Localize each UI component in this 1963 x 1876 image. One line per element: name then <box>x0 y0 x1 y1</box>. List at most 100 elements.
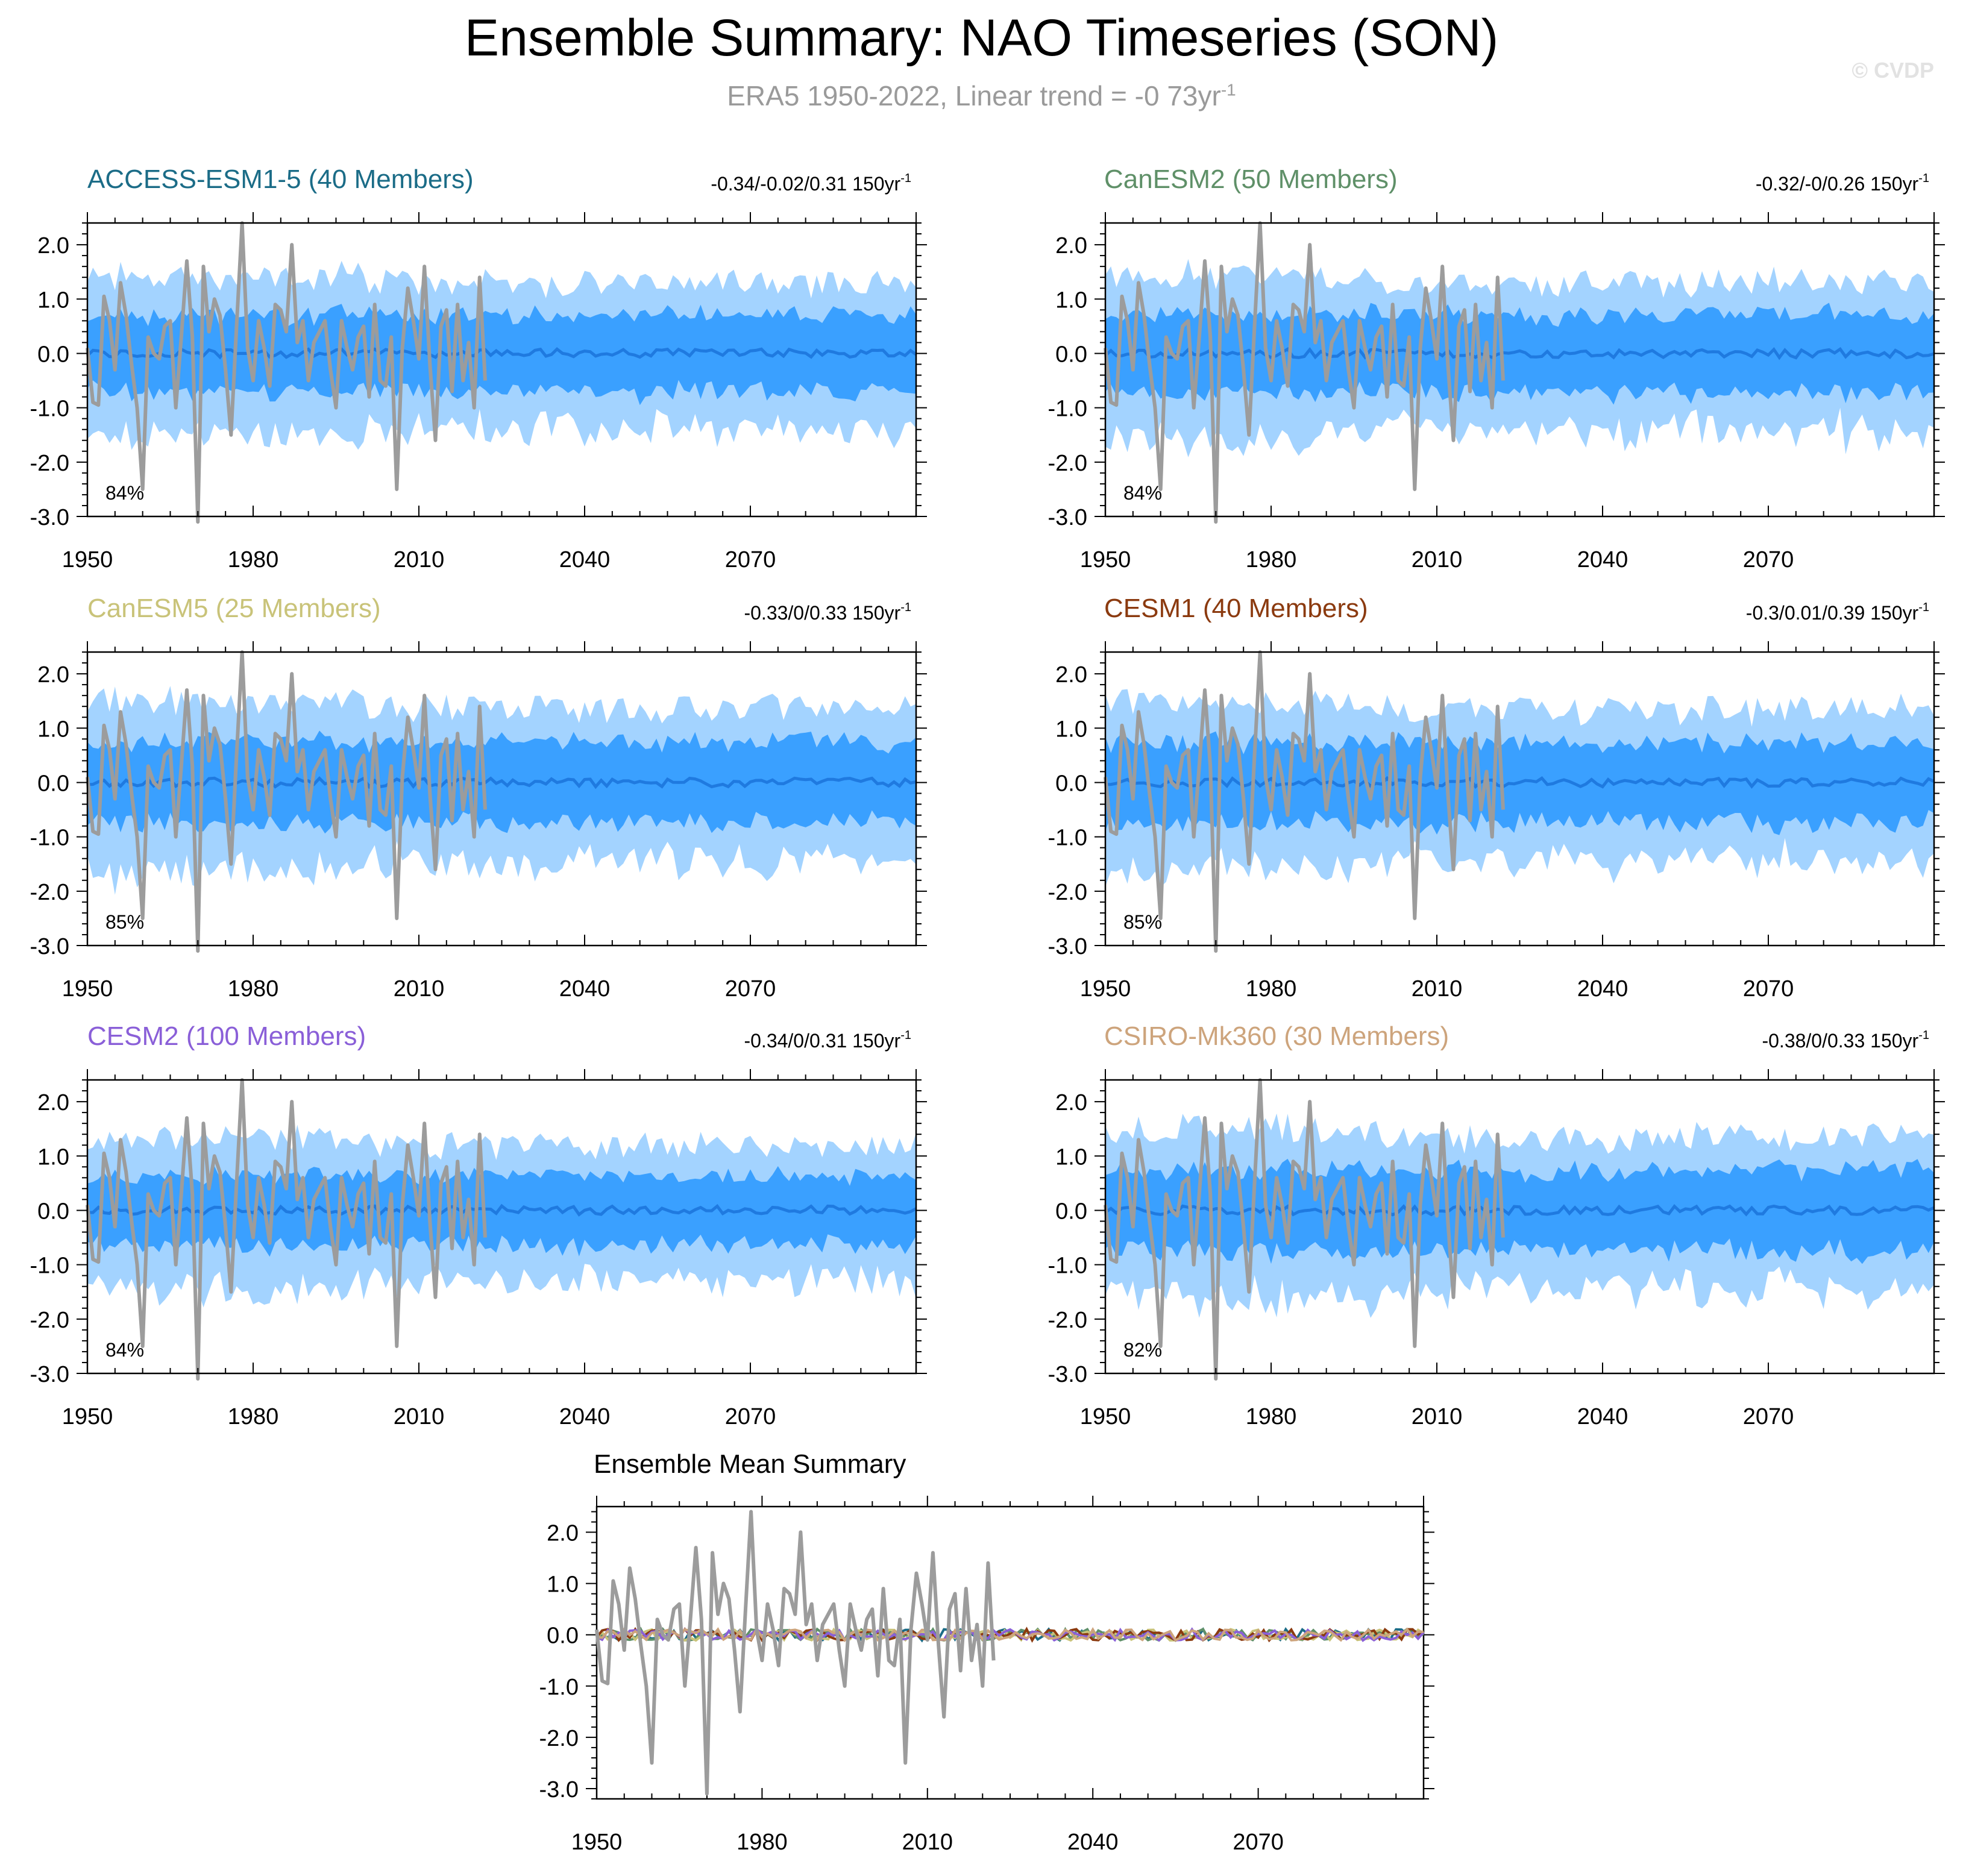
trend-label: -0.34/-0.02/0.31 150yr-1 <box>711 172 911 195</box>
plot-area <box>87 1125 916 1308</box>
plot-area <box>87 260 916 450</box>
x-tick-label: 2070 <box>725 547 776 573</box>
y-tick-label: 1.0 <box>547 1572 579 1598</box>
plot-area <box>1105 1113 1934 1318</box>
y-tick-label: -2.0 <box>30 880 69 905</box>
ensemble-mean-line <box>87 347 916 360</box>
observed-line <box>86 221 487 524</box>
spread-band-inner <box>1105 1158 1934 1264</box>
plot-frame <box>1104 651 1935 947</box>
y-tick-label: -1.0 <box>30 826 69 851</box>
x-tick-label: 2070 <box>1233 1830 1284 1855</box>
x-tick-label: 2070 <box>1743 976 1794 1002</box>
percent-label: 82% <box>1123 1339 1162 1361</box>
plot-frame <box>86 651 917 947</box>
x-tick-label: 2010 <box>902 1830 953 1855</box>
x-tick-label: 2010 <box>394 547 445 573</box>
plot-area <box>87 686 916 895</box>
x-tick-label: 2040 <box>1577 976 1629 1002</box>
y-tick-label: -3.0 <box>1048 505 1087 530</box>
x-tick-label: 1950 <box>571 1830 623 1855</box>
y-tick-label: -1.0 <box>30 397 69 422</box>
plot-frame <box>1104 222 1935 518</box>
y-tick-label: 0.0 <box>1055 1199 1087 1224</box>
observed-line <box>86 1078 487 1381</box>
ensemble-mean-summary-panel: 1950 1980 2010 2040 2070 2.0 1.0 0.0 -1.0 -2.0 -3.… <box>539 1449 1434 1855</box>
y-tick-label: 0.0 <box>1055 771 1087 796</box>
x-tick-label: 2010 <box>394 976 445 1002</box>
y-tick-label: 2.0 <box>37 233 69 259</box>
x-tick-label: 2010 <box>394 1404 445 1429</box>
panel-title: Ensemble Mean Summary <box>594 1449 906 1479</box>
y-tick-label: -3.0 <box>539 1777 579 1802</box>
x-tick-label: 1950 <box>1080 976 1131 1002</box>
x-tick-label: 1980 <box>1246 547 1297 573</box>
axis-ticks <box>77 212 927 517</box>
axis-ticks <box>586 1496 1434 1799</box>
y-tick-label: 1.0 <box>37 717 69 742</box>
x-tick-label: 1950 <box>62 1404 113 1429</box>
percent-label: 84% <box>105 1339 144 1361</box>
y-tick-label: -2.0 <box>1048 1308 1087 1333</box>
x-tick-label: 2070 <box>1743 547 1794 573</box>
plot-area <box>1105 259 1934 457</box>
y-tick-label: -1.0 <box>1048 397 1087 422</box>
trend-label: -0.38/0/0.33 150yr-1 <box>1762 1029 1929 1052</box>
ensemble-mean-line <box>87 1203 916 1217</box>
y-tick-label: 0.0 <box>37 771 69 796</box>
y-tick-label: 0.0 <box>37 1199 69 1224</box>
x-tick-label: 2010 <box>1412 1404 1463 1429</box>
spread-band-inner <box>1105 303 1934 405</box>
y-tick-label: 2.0 <box>37 1090 69 1115</box>
percent-label: 85% <box>1123 911 1162 933</box>
percent-label: 85% <box>105 911 144 933</box>
percent-label: 84% <box>1123 482 1162 504</box>
panel-title: CESM2 (100 Members) <box>87 1021 366 1051</box>
observed-line <box>1104 650 1505 953</box>
plot-frame <box>86 222 917 518</box>
cvdp-watermark: © CVDP <box>1852 58 1934 83</box>
trend-label: -0.33/0/0.33 150yr-1 <box>744 601 911 624</box>
y-tick-label: -3.0 <box>30 1362 69 1387</box>
y-tick-label: 1.0 <box>1055 1144 1087 1170</box>
panel-title: CanESM5 (25 Members) <box>87 594 381 623</box>
x-tick-label: 1980 <box>228 1404 279 1429</box>
panel-title: CSIRO-Mk360 (30 Members) <box>1104 1021 1449 1051</box>
ensemble-panel: 1950 1980 2010 2040 2070 2.0 1.0 0.0 -1.0 -2.0 -3.… <box>30 1021 927 1429</box>
y-tick-label: -2.0 <box>30 1308 69 1333</box>
x-tick-label: 1980 <box>228 547 279 573</box>
spread-band-inner <box>87 1166 916 1257</box>
y-tick-label: 0.0 <box>547 1623 579 1649</box>
y-tick-label: -2.0 <box>1048 451 1087 476</box>
y-tick-label: -3.0 <box>1048 1362 1087 1387</box>
y-tick-label: 2.0 <box>1055 233 1087 259</box>
x-tick-label: 1980 <box>737 1830 788 1855</box>
y-tick-label: 2.0 <box>1055 1090 1087 1115</box>
x-tick-label: 1980 <box>1246 1404 1297 1429</box>
plot-frame <box>1104 1079 1935 1375</box>
x-tick-label: 2040 <box>559 1404 611 1429</box>
axis-ticks <box>77 641 927 946</box>
subtitle-text: ERA5 1950-2022, Linear trend = -0 73yr <box>727 80 1221 111</box>
x-tick-label: 2040 <box>1577 1404 1629 1429</box>
axis-ticks <box>1095 1069 1945 1374</box>
figure-title: Ensemble Summary: NAO Timeseries (SON) <box>464 9 1499 67</box>
ensemble-panel: 1950 1980 2010 2040 2070 2.0 1.0 0.0 -1.0 -2.0 -3.… <box>30 165 927 573</box>
x-tick-label: 2070 <box>1743 1404 1794 1429</box>
observed-line <box>1104 221 1505 524</box>
x-tick-label: 1980 <box>1246 976 1297 1002</box>
x-tick-label: 1980 <box>228 976 279 1002</box>
plot-area <box>1105 689 1934 887</box>
panel-title: ACCESS-ESM1-5 (40 Members) <box>87 165 474 194</box>
x-tick-label: 1950 <box>62 976 113 1002</box>
trend-label: -0.3/0.01/0.39 150yr-1 <box>1746 601 1929 624</box>
trend-label: -0.32/-0/0.26 150yr-1 <box>1756 172 1929 195</box>
x-tick-label: 2040 <box>1067 1830 1119 1855</box>
y-tick-label: 0.0 <box>37 342 69 367</box>
panel-title: CESM1 (40 Members) <box>1104 594 1368 623</box>
y-tick-label: 1.0 <box>1055 717 1087 742</box>
y-tick-label: 2.0 <box>1055 662 1087 688</box>
y-tick-label: 0.0 <box>1055 342 1087 367</box>
ensemble-panel: 1950 1980 2010 2040 2070 2.0 1.0 0.0 -1.0 -2.0 -3.… <box>1048 594 1945 1002</box>
trend-label: -0.34/0/0.31 150yr-1 <box>744 1029 911 1052</box>
